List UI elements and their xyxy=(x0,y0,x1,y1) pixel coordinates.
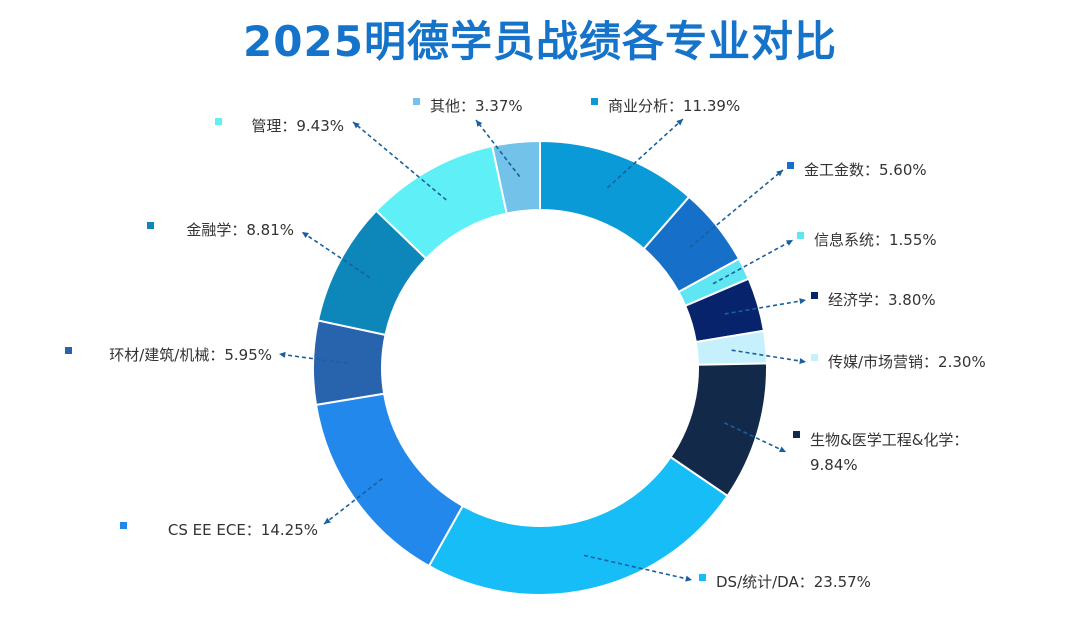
slice-label-value: 9.84% xyxy=(810,456,858,474)
slice-label: 管理：9.43% xyxy=(251,117,344,135)
leader-arrow xyxy=(302,232,309,239)
legend-marker xyxy=(787,162,794,169)
chart-title: 2025明德学员战绩各专业对比 xyxy=(243,17,837,66)
slice-label: DS/统计/DA：23.57% xyxy=(716,573,871,591)
donut-slice xyxy=(427,455,729,596)
leader-line xyxy=(724,422,787,453)
slice-label: 经济学：3.80% xyxy=(828,291,936,309)
leader-arrow xyxy=(779,446,786,453)
leader-arrow xyxy=(799,298,806,305)
slice-label: 其他：3.37% xyxy=(430,97,523,115)
leader-arrow xyxy=(324,517,331,524)
slice-label: 传媒/市场营销：2.30% xyxy=(828,353,986,371)
legend-marker xyxy=(215,118,222,125)
legend-marker xyxy=(591,98,598,105)
slice-label: 环材/建筑/机械：5.95% xyxy=(109,346,272,364)
slice-label: 商业分析：11.39% xyxy=(608,97,740,115)
slice-label: 金工金数：5.60% xyxy=(804,161,927,179)
leader-arrow xyxy=(786,240,793,246)
leader-line xyxy=(712,239,794,285)
slice-label: 生物&医学工程&化学： xyxy=(810,431,968,449)
leader-arrow xyxy=(353,122,360,129)
legend-marker xyxy=(797,232,804,239)
leader-line xyxy=(323,477,383,525)
legend-marker xyxy=(793,431,800,438)
legend-marker xyxy=(120,522,127,529)
donut-slice xyxy=(314,392,465,568)
slice-label: CS EE ECE：14.25% xyxy=(168,521,318,539)
legend-marker xyxy=(147,222,154,229)
legend-marker xyxy=(811,354,818,361)
leader-arrow xyxy=(476,120,483,127)
leader-line xyxy=(475,119,521,178)
legend-marker xyxy=(699,574,706,581)
leader-line xyxy=(689,169,784,248)
leader-arrow xyxy=(799,358,806,365)
donut-slice xyxy=(491,139,541,215)
legend-marker xyxy=(811,292,818,299)
leader-arrow xyxy=(685,575,692,582)
leader-line xyxy=(352,121,447,201)
leader-line xyxy=(278,353,348,365)
slice-label: 金融学：8.81% xyxy=(186,221,294,239)
legend-marker xyxy=(65,347,72,354)
leader-arrow xyxy=(776,170,783,177)
leader-arrow xyxy=(279,351,286,358)
leader-line xyxy=(731,349,807,363)
legend-marker xyxy=(413,98,420,105)
leader-arrow xyxy=(676,119,683,126)
leader-line xyxy=(583,554,693,581)
leader-line xyxy=(606,118,684,189)
slice-label: 信息系统：1.55% xyxy=(814,231,937,249)
